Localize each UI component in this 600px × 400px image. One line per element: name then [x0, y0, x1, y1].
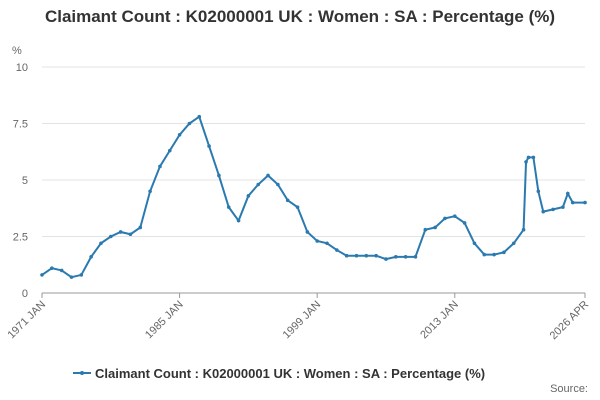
data-line [41, 115, 585, 279]
y-tick-label: 5 [22, 175, 28, 187]
y-axis-label: % [12, 45, 22, 57]
data-point [305, 230, 310, 234]
data-point [295, 205, 300, 209]
data-point [413, 255, 418, 259]
x-tick-label: 2013 JAN [418, 299, 461, 342]
data-point [354, 253, 359, 258]
data-point [364, 253, 369, 258]
source-label: Source: [550, 383, 588, 395]
data-point [315, 239, 319, 243]
data-point [570, 200, 575, 205]
data-point [167, 148, 172, 153]
data-point [236, 218, 241, 223]
data-point [344, 253, 349, 258]
data-point [531, 155, 536, 160]
data-point [246, 194, 251, 198]
data-point [583, 200, 587, 205]
data-point [511, 241, 516, 246]
data-point [118, 230, 123, 234]
data-point [492, 252, 496, 257]
x-tick-label: 1971 JAN [5, 299, 48, 342]
data-point [403, 255, 408, 259]
data-point [551, 207, 555, 212]
data-point [374, 253, 378, 258]
data-point [502, 250, 506, 255]
data-point [69, 275, 74, 279]
data-point [541, 209, 546, 214]
data-point [452, 214, 457, 218]
data-point [197, 114, 202, 119]
data-point [526, 155, 531, 160]
data-point [394, 255, 398, 259]
data-point [536, 189, 541, 194]
data-point [256, 182, 261, 187]
x-tick-label: 1999 JAN [281, 299, 324, 342]
data-point [50, 266, 54, 270]
data-point [472, 241, 477, 246]
data-point [566, 191, 570, 196]
data-point [521, 227, 526, 232]
data-point [89, 255, 93, 259]
data-point [482, 252, 487, 257]
data-point [276, 182, 280, 187]
data-point [99, 241, 103, 246]
legend-label: Claimant Count : K02000001 UK : Women : … [95, 366, 485, 381]
data-point [148, 189, 152, 194]
data-point [335, 248, 339, 252]
data-point [128, 232, 133, 237]
data-point [462, 221, 467, 225]
legend-marker [80, 371, 84, 375]
data-point [40, 273, 44, 277]
data-point [187, 121, 192, 126]
data-point [561, 205, 565, 209]
data-point [59, 268, 64, 273]
y-tick-label: 10 [16, 62, 28, 74]
data-point [177, 133, 182, 137]
data-point [384, 257, 388, 261]
x-tick-label: 1985 JAN [143, 299, 186, 342]
data-point [108, 234, 113, 239]
data-point [138, 225, 143, 230]
data-point [207, 144, 211, 148]
data-point [79, 273, 84, 277]
chart-title: Claimant Count : K02000001 UK : Women : … [44, 7, 556, 26]
y-tick-label: 0 [22, 288, 28, 300]
data-point [443, 216, 447, 221]
data-point [325, 241, 329, 246]
data-point [285, 198, 290, 203]
data-point [217, 173, 221, 178]
y-tick-label: 7.5 [13, 119, 28, 131]
data-point [433, 225, 437, 230]
x-tick-label: 2026 APR [548, 299, 592, 343]
data-point [266, 173, 270, 178]
y-tick-label: 2.5 [13, 232, 28, 244]
data-point [423, 227, 428, 232]
data-point [226, 205, 231, 209]
data-point [524, 160, 528, 164]
data-point [158, 164, 162, 169]
